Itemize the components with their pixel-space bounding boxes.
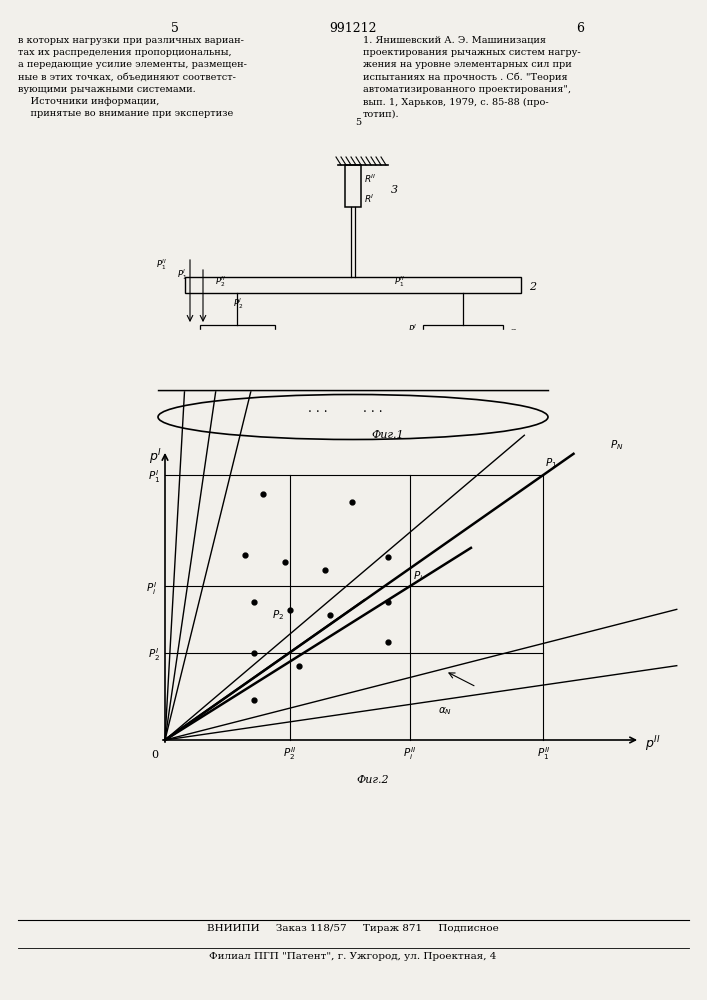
- Text: $P_i^I$: $P_i^I$: [146, 580, 157, 597]
- Text: $P_2$: $P_2$: [272, 608, 285, 622]
- Bar: [449, 337, 469, 359]
- Text: · · ·: · · ·: [363, 406, 382, 418]
- Bar: [423, 325, 503, 337]
- Bar: [228, 337, 248, 359]
- Text: $P_1^I$: $P_1^I$: [148, 469, 160, 485]
- Text: 1. Янишевский А. Э. Машинизация
проектирования рычажных систем нагру-
жения на у: 1. Янишевский А. Э. Машинизация проектир…: [363, 36, 580, 119]
- Text: $p^I$: $p^I$: [148, 447, 161, 467]
- Text: $R^{II}$: $R^{II}$: [364, 173, 377, 185]
- Text: 1: 1: [548, 355, 555, 365]
- Text: $p^{II}$: $p^{II}$: [645, 734, 660, 754]
- Bar: [513, 337, 533, 359]
- Text: Фиг.2: Фиг.2: [357, 775, 390, 785]
- Bar: [349, 337, 369, 359]
- Text: · · ·: · · ·: [308, 406, 328, 418]
- Text: $P_1^{I}$: $P_1^{I}$: [177, 267, 187, 282]
- Text: $P_i$: $P_i$: [413, 569, 423, 583]
- Bar: [345, 165, 361, 207]
- Text: 2: 2: [509, 329, 516, 339]
- Text: 991212: 991212: [329, 22, 377, 35]
- Text: $P_2^{II}$: $P_2^{II}$: [215, 274, 226, 289]
- Text: $P_1^{II}$: $P_1^{II}$: [394, 274, 405, 289]
- Text: 0: 0: [151, 750, 158, 760]
- Bar: [425, 337, 445, 359]
- Text: $R^{I}$: $R^{I}$: [364, 193, 375, 205]
- Text: $P_2^{II}$: $P_2^{II}$: [283, 745, 296, 762]
- Bar: [185, 277, 521, 293]
- Bar: [475, 337, 495, 359]
- Text: $P_1^{I}$: $P_1^{I}$: [408, 322, 418, 337]
- Bar: [200, 325, 275, 337]
- Bar: [325, 337, 345, 359]
- Text: $P_1^{II}$: $P_1^{II}$: [156, 257, 167, 272]
- Text: Филиал ПГП "Патент", г. Ужгород, ул. Проектная, 4: Филиал ПГП "Патент", г. Ужгород, ул. Про…: [209, 952, 497, 961]
- Text: 5: 5: [355, 118, 361, 127]
- Text: $P_1^{II}$: $P_1^{II}$: [537, 745, 550, 762]
- Text: 1: 1: [537, 342, 544, 352]
- Text: $P_1$: $P_1$: [545, 456, 558, 470]
- Text: $\alpha_N$: $\alpha_N$: [438, 706, 452, 717]
- Text: $P_i^{II}$: $P_i^{II}$: [403, 745, 416, 762]
- Bar: [202, 337, 222, 359]
- Text: $P_N$: $P_N$: [610, 438, 624, 452]
- Text: в которых нагрузки при различных вариан-
тах их распределения пропорциональны,
а: в которых нагрузки при различных вариан-…: [18, 36, 247, 118]
- Text: $P_2^I$: $P_2^I$: [148, 646, 160, 663]
- Text: 3: 3: [391, 185, 398, 195]
- Text: $P_2^{I}$: $P_2^{I}$: [233, 296, 243, 311]
- Text: 5: 5: [171, 22, 179, 35]
- Text: ВНИИПИ     Заказ 118/57     Тираж 871     Подписное: ВНИИПИ Заказ 118/57 Тираж 871 Подписное: [207, 924, 499, 933]
- Text: 2: 2: [529, 282, 536, 292]
- Text: 6: 6: [576, 22, 584, 35]
- Bar: [153, 330, 553, 390]
- Text: Фиг.1: Фиг.1: [372, 430, 404, 440]
- Bar: [254, 337, 274, 359]
